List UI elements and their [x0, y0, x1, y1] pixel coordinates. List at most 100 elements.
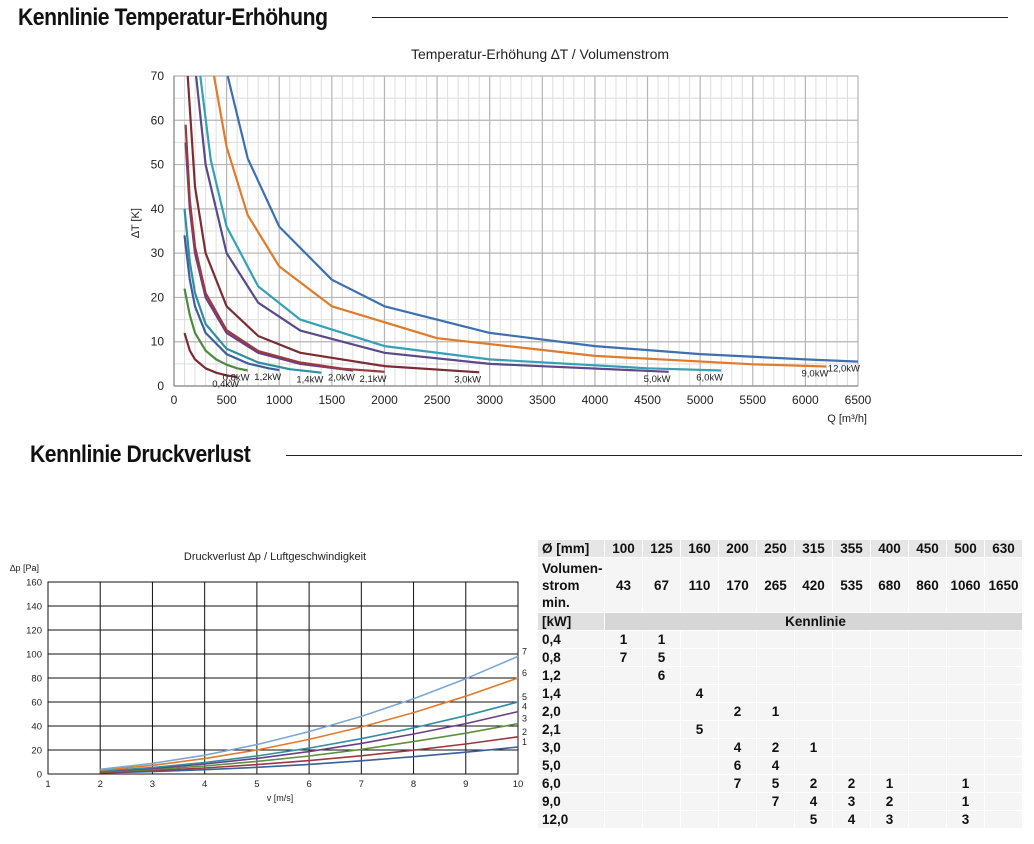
table-row: 2,1 5 [537, 720, 1023, 739]
series-label: 2 [522, 727, 527, 737]
kennlinie-cell: 2 [794, 774, 833, 793]
kennlinie-cell [718, 792, 757, 811]
kennlinie-cell [832, 756, 871, 775]
kennlinie-cell: 4 [718, 738, 757, 757]
y-tick-label: 0 [157, 379, 164, 393]
diameter-value: 450 [908, 539, 947, 558]
x-tick-label: 5000 [687, 393, 714, 407]
y-tick-label: 50 [151, 158, 165, 172]
chart-title: Druckverlust ∆p / Luftgeschwindigkeit [184, 551, 366, 563]
series-line [183, 288, 248, 372]
series-label: 6 [522, 668, 527, 678]
kw-header: [kW] [537, 612, 605, 631]
kennlinie-cell: 3 [946, 810, 985, 829]
y-tick-label: 0 [37, 770, 42, 781]
kennlinie-cell [718, 666, 757, 685]
y-tick-label: 120 [26, 626, 42, 637]
x-tick-label: 0 [171, 393, 178, 407]
diameter-value: 400 [870, 539, 909, 558]
kennlinie-cell: 7 [756, 792, 795, 811]
series-label: 2,0kW [328, 373, 355, 384]
volume-value: 170 [718, 557, 757, 613]
series-label: 4 [522, 702, 527, 712]
kennlinie-cell [870, 702, 909, 721]
kennlinie-cell [604, 702, 643, 721]
volume-header: Volumen-strom min. [537, 557, 605, 613]
kennlinie-cell: 6 [642, 666, 681, 685]
diameter-value: 200 [718, 539, 757, 558]
series-line [100, 722, 519, 773]
kennlinie-cell [946, 720, 985, 739]
series-line [226, 75, 859, 363]
table-row: 0,8 7 5 [537, 648, 1023, 667]
chart-title: Temperatur-Erhöhung ∆T / Volumenstrom [411, 46, 669, 62]
kennlinie-cell [680, 738, 719, 757]
kennlinie-cell: 7 [718, 774, 757, 793]
x-tick-label: 3 [150, 779, 155, 790]
pressure-chart: 1 2 3 4 5 6 7 8 9 10020406080100120140160Druckver… [10, 551, 527, 803]
x-tick-label: 5500 [739, 393, 766, 407]
kennlinie-cell [908, 774, 947, 793]
kennlinie-cell [984, 738, 1023, 757]
series-label: 6,0kW [696, 373, 723, 384]
y-tick-label: 20 [31, 746, 42, 757]
table-row: [kW] Kennlinie [537, 612, 1023, 631]
kennlinie-cell [870, 684, 909, 703]
kennlinie-cell: 2 [756, 738, 795, 757]
x-tick-label: 7 [359, 779, 364, 790]
kennlinie-cell [604, 738, 643, 757]
kw-value: 5,0 [537, 756, 605, 775]
x-tick-label: 4000 [582, 393, 609, 407]
kennlinie-cell [756, 720, 795, 739]
y-tick-label: 80 [31, 674, 42, 685]
kennlinie-cell: 4 [832, 810, 871, 829]
y-tick-label: 70 [151, 69, 165, 83]
x-tick-label: 6000 [792, 393, 819, 407]
kennlinie-cell [984, 720, 1023, 739]
table-row: Volumen-strom min. 43 67 110 170 265 420 535 680 8… [537, 557, 1023, 613]
kennlinie-cell: 5 [756, 774, 795, 793]
x-tick-label: 2000 [371, 393, 398, 407]
series-line [183, 235, 280, 372]
kennlinie-cell [680, 810, 719, 829]
kennlinie-cell [908, 630, 947, 649]
kennlinie-cell [642, 774, 681, 793]
kennlinie-cell [870, 738, 909, 757]
diameter-value: 250 [756, 539, 795, 558]
kennlinie-cell [946, 648, 985, 667]
x-tick-label: 4500 [634, 393, 661, 407]
x-tick-label: 10 [513, 779, 524, 790]
y-tick-label: 20 [151, 290, 165, 304]
diameter-value: 160 [680, 539, 719, 558]
series-line [100, 710, 519, 773]
kennlinie-cell: 5 [794, 810, 833, 829]
kennlinie-cell: 2 [832, 774, 871, 793]
kennlinie-cell [946, 630, 985, 649]
series-line [195, 75, 669, 373]
kennlinie-cell: 6 [718, 756, 757, 775]
kw-value: 9,0 [537, 792, 605, 811]
kennlinie-cell [870, 756, 909, 775]
y-tick-label: 60 [151, 113, 165, 127]
kennlinie-cell [794, 666, 833, 685]
kennlinie-table: Ø [mm] 100 125 160 200 250 315 355 400 450 500 630 V… [537, 539, 1023, 829]
kennlinie-cell [984, 702, 1023, 721]
kennlinie-cell [946, 756, 985, 775]
kennlinie-cell: 1 [946, 792, 985, 811]
diameter-value: 100 [604, 539, 643, 558]
volume-value: 43 [604, 557, 643, 613]
series-line [100, 655, 519, 771]
kennlinie-cell [832, 630, 871, 649]
x-tick-label: 3500 [529, 393, 556, 407]
x-tick-label: 6500 [845, 393, 872, 407]
kennlinie-cell: 1 [946, 774, 985, 793]
kennlinie-cell: 5 [680, 720, 719, 739]
kennlinie-cell [718, 630, 757, 649]
kw-value: 0,4 [537, 630, 605, 649]
x-tick-label: 9 [463, 779, 468, 790]
kennlinie-cell [908, 720, 947, 739]
kennlinie-cell [908, 702, 947, 721]
kw-value: 1,4 [537, 684, 605, 703]
series-line [100, 701, 519, 772]
kennlinie-cell [870, 666, 909, 685]
